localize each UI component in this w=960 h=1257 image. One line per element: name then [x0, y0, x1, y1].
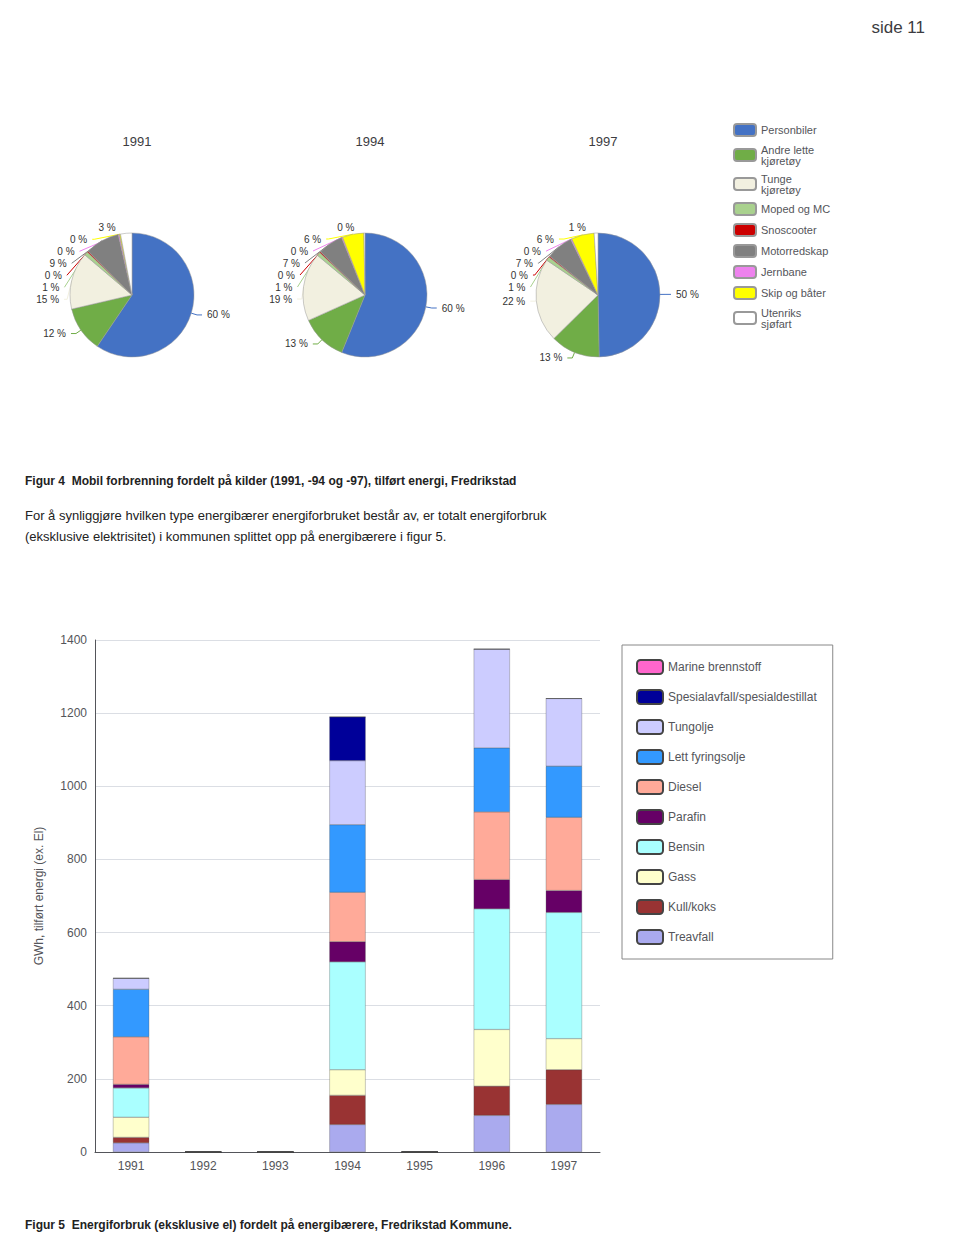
- svg-text:60 %: 60 %: [442, 303, 465, 314]
- svg-text:3 %: 3 %: [98, 222, 115, 233]
- svg-text:Diesel: Diesel: [668, 780, 701, 794]
- svg-text:7 %: 7 %: [516, 258, 533, 269]
- svg-text:GWh, tilført energi (ex. El): GWh, tilført energi (ex. El): [32, 827, 46, 966]
- svg-text:1996: 1996: [478, 1159, 505, 1173]
- svg-text:60 %: 60 %: [207, 309, 230, 320]
- svg-text:13 %: 13 %: [540, 352, 563, 363]
- svg-text:13 %: 13 %: [285, 338, 308, 349]
- svg-text:1400: 1400: [60, 633, 87, 647]
- svg-text:12 %: 12 %: [43, 328, 66, 339]
- svg-text:Andre lette: Andre lette: [761, 143, 815, 156]
- svg-text:0 %: 0 %: [45, 270, 62, 281]
- svg-text:Kull/koks: Kull/koks: [668, 900, 716, 914]
- svg-text:1994: 1994: [356, 134, 385, 149]
- svg-text:1997: 1997: [589, 134, 618, 149]
- svg-text:50 %: 50 %: [676, 289, 699, 300]
- svg-text:kjøretøy: kjøretøy: [761, 155, 801, 167]
- svg-text:Personbiler: Personbiler: [761, 124, 817, 136]
- svg-text:Gass: Gass: [668, 870, 696, 884]
- svg-text:Figur 5 Energiforbruk (eksklu: Figur 5 Energiforbruk (eksklusive el) fo…: [25, 1218, 512, 1232]
- svg-text:0 %: 0 %: [291, 246, 308, 257]
- svg-text:side 11: side 11: [871, 18, 925, 37]
- svg-text:Utenriks: Utenriks: [761, 306, 802, 319]
- svg-text:0 %: 0 %: [57, 246, 74, 257]
- svg-text:800: 800: [67, 852, 87, 866]
- svg-text:0 %: 0 %: [337, 222, 354, 233]
- svg-text:For å synliggjøre hvilken type: For å synliggjøre hvilken type energibær…: [25, 508, 547, 523]
- svg-text:Parafin: Parafin: [668, 810, 706, 824]
- svg-text:15 %: 15 %: [36, 294, 59, 305]
- svg-text:7 %: 7 %: [283, 258, 300, 269]
- svg-text:0: 0: [80, 1145, 87, 1159]
- svg-text:Bensin: Bensin: [668, 840, 705, 854]
- svg-text:Figur 4 Mobil forbrenning for: Figur 4 Mobil forbrenning fordelt på kil…: [25, 474, 516, 488]
- svg-text:Moped og MC: Moped og MC: [761, 203, 830, 215]
- svg-text:1995: 1995: [406, 1159, 433, 1173]
- svg-text:9 %: 9 %: [49, 258, 66, 269]
- svg-text:1992: 1992: [190, 1159, 217, 1173]
- svg-text:1 %: 1 %: [275, 282, 292, 293]
- svg-text:0 %: 0 %: [70, 234, 87, 245]
- svg-text:600: 600: [67, 926, 87, 940]
- svg-text:Treavfall: Treavfall: [668, 930, 714, 944]
- svg-text:0 %: 0 %: [524, 246, 541, 257]
- svg-text:6 %: 6 %: [537, 234, 554, 245]
- svg-text:Snoscooter: Snoscooter: [761, 224, 817, 236]
- svg-text:1991: 1991: [123, 134, 152, 149]
- svg-text:Motorredskap: Motorredskap: [761, 245, 828, 257]
- svg-text:1 %: 1 %: [569, 222, 586, 233]
- svg-text:0 %: 0 %: [511, 270, 528, 281]
- svg-text:1994: 1994: [334, 1159, 361, 1173]
- svg-text:Marine brennstoff: Marine brennstoff: [668, 660, 762, 674]
- svg-text:19 %: 19 %: [269, 294, 292, 305]
- svg-text:kjøretøy: kjøretøy: [761, 184, 801, 196]
- svg-text:1 %: 1 %: [508, 282, 525, 293]
- svg-text:Tungolje: Tungolje: [668, 720, 714, 734]
- svg-text:1997: 1997: [551, 1159, 578, 1173]
- svg-text:Lett fyringsolje: Lett fyringsolje: [668, 750, 746, 764]
- svg-text:0 %: 0 %: [278, 270, 295, 281]
- svg-text:200: 200: [67, 1072, 87, 1086]
- svg-text:1 %: 1 %: [42, 282, 59, 293]
- svg-text:1991: 1991: [118, 1159, 145, 1173]
- svg-text:400: 400: [67, 999, 87, 1013]
- svg-text:1993: 1993: [262, 1159, 289, 1173]
- svg-text:Spesialavfall/spesialdestillat: Spesialavfall/spesialdestillat: [668, 690, 817, 704]
- svg-text:Skip og båter: Skip og båter: [761, 287, 826, 299]
- svg-text:22 %: 22 %: [502, 296, 525, 307]
- svg-text:Tunge: Tunge: [761, 172, 792, 185]
- svg-text:1200: 1200: [60, 706, 87, 720]
- svg-text:1000: 1000: [60, 779, 87, 793]
- svg-text:6 %: 6 %: [304, 234, 321, 245]
- svg-text:(eksklusive elektrisitet) i ko: (eksklusive elektrisitet) i kommunen spl…: [25, 529, 446, 544]
- svg-text:sjøfart: sjøfart: [761, 318, 792, 330]
- svg-text:Jernbane: Jernbane: [761, 266, 807, 278]
